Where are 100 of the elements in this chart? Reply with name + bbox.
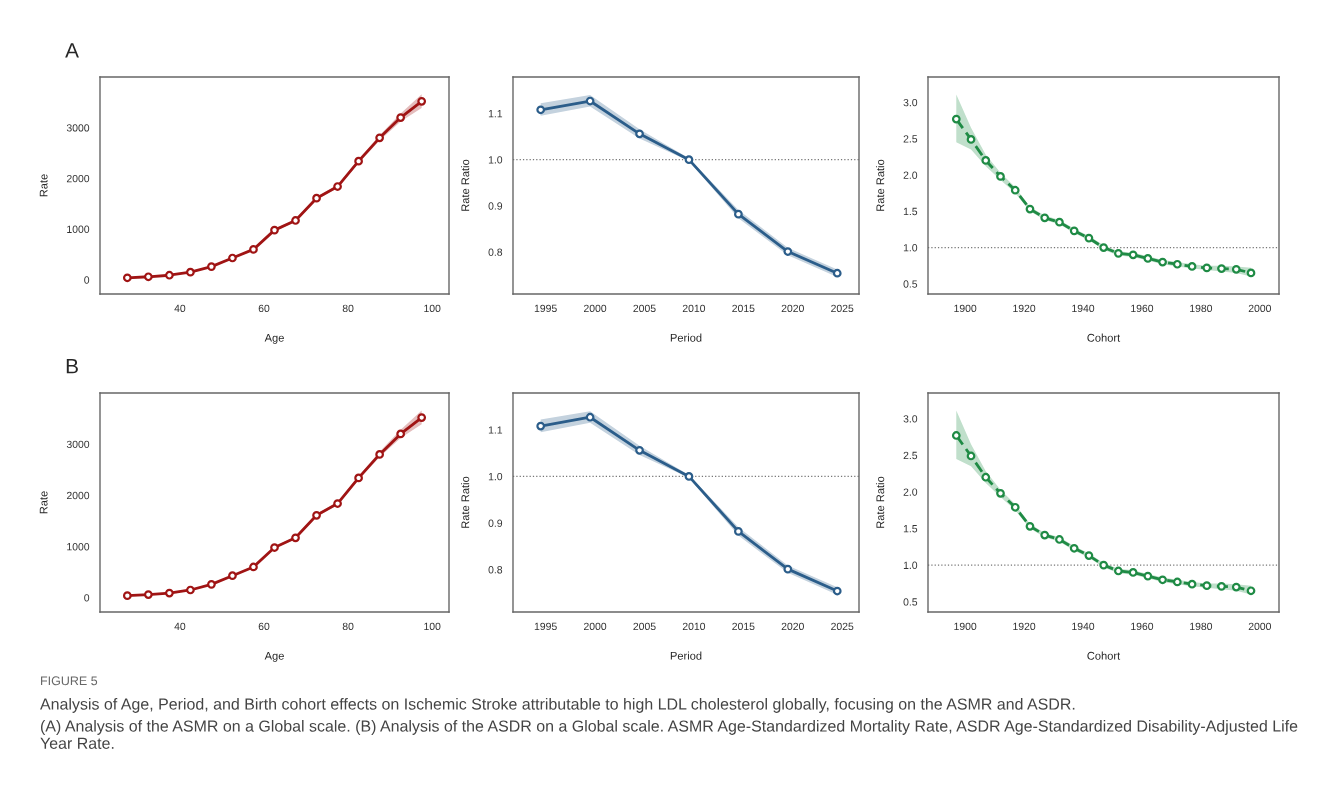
y-tick-label: 0.8 [488,566,503,574]
point [1187,262,1197,271]
x-tick-label: 80 [342,304,354,313]
x-axis-title: Age [264,333,284,344]
x-tick-label: 1940 [1072,622,1095,631]
point [783,564,793,574]
point [1246,586,1256,596]
point [996,172,1005,181]
y-tick-label: 1000 [67,225,90,233]
point [966,135,976,144]
point [1187,579,1197,589]
x-axis-title: Period [670,333,702,342]
x-tick-label: 2025 [831,304,854,313]
x-tick-label: 2020 [781,622,804,631]
point [1128,250,1138,260]
y-axis-title: Rate Ratio [461,476,470,528]
y-tick-label: 0.5 [903,598,918,606]
x-tick-label: 1980 [1190,622,1213,631]
y-tick-label: 1.5 [903,525,918,533]
point [1143,571,1153,581]
text: Analysis of Age, Period, and Birth cohort effects on Ischemic Stroke attributable to high LDL cholesterol globally, focusing on the ASMR and ASDR. [40,698,1075,713]
point [783,247,793,256]
point [186,585,195,595]
point [1172,577,1182,587]
point [249,245,258,254]
point [832,268,842,278]
y-tick-label: 0.9 [488,202,503,210]
y-tick-label: 1.1 [488,426,503,434]
x-tick-label: 40 [174,304,186,313]
chart-title: B [66,359,78,374]
point [1114,248,1123,258]
y-tick-label: 2000 [66,174,90,183]
x-tick-label: 2005 [633,622,656,631]
x-tick-label: 2005 [633,304,656,313]
y-tick-label: 1.1 [488,110,503,118]
x-tick-label: 1920 [1013,304,1036,313]
x-tick-label: 2000 [583,304,607,313]
x-tick-label: 1980 [1190,304,1213,313]
point [1025,204,1035,214]
point [228,253,237,263]
point [1231,582,1241,592]
point [333,499,342,508]
x-tick-label: 2020 [781,304,804,313]
y-tick-label: 3000 [66,440,90,449]
point [396,113,406,122]
x-tick-label: 2000 [583,622,607,631]
point [1158,575,1167,585]
point [207,580,216,589]
text: (A) Analysis of the ASMR on a Global scale. (B) Analysis of the ASDR on a Global scale. ASMR Age-Standardized Mortality Rate, ASDR Age-Standardized Disability-Adjusted Life Year Rate. [40,720,1298,749]
point [981,472,991,482]
x-tick-label: 1995 [534,304,557,313]
point [375,450,384,459]
point [291,216,300,225]
x-tick-label: 2015 [732,304,755,313]
point [832,586,842,596]
x-tick-label: 60 [258,622,270,631]
point [1084,551,1094,560]
y-tick-label: 2000 [66,491,90,500]
y-tick-label: 2.5 [903,135,918,143]
y-axis-title: Rate [39,491,48,514]
point [734,527,743,536]
point [734,209,743,219]
point [1217,264,1226,273]
point [1010,185,1020,195]
point [312,193,321,203]
y-tick-label: 1000 [67,543,90,551]
x-tick-label: 1920 [1013,622,1036,631]
point [333,182,342,191]
point [1084,233,1094,243]
point [1069,543,1079,553]
point [635,129,644,139]
point [966,451,976,461]
point [1040,213,1050,223]
point [207,262,216,271]
point [291,533,300,543]
point [996,488,1005,498]
point [536,105,546,115]
x-tick-label: 1995 [534,622,557,631]
point [143,590,153,599]
y-tick-label: 1.0 [488,472,503,481]
y-tick-label: 3000 [66,124,90,132]
y-tick-label: 0.5 [903,280,918,288]
point [417,96,427,106]
y-tick-label: 1.0 [903,244,918,252]
point [585,412,595,422]
y-tick-label: 1.5 [903,207,918,216]
point [143,272,153,282]
point [1128,568,1138,577]
point [165,588,174,598]
x-tick-label: 1960 [1131,622,1154,631]
x-tick-label: 1900 [954,622,977,631]
point [270,225,279,235]
y-tick-label: 0.9 [488,519,503,527]
x-tick-label: 1940 [1072,304,1095,313]
y-tick-label: 1.0 [488,156,503,164]
point [1099,243,1109,252]
point [312,510,321,520]
y-axis-title: Rate Ratio [876,159,885,211]
point [1069,226,1079,236]
point [375,133,384,143]
